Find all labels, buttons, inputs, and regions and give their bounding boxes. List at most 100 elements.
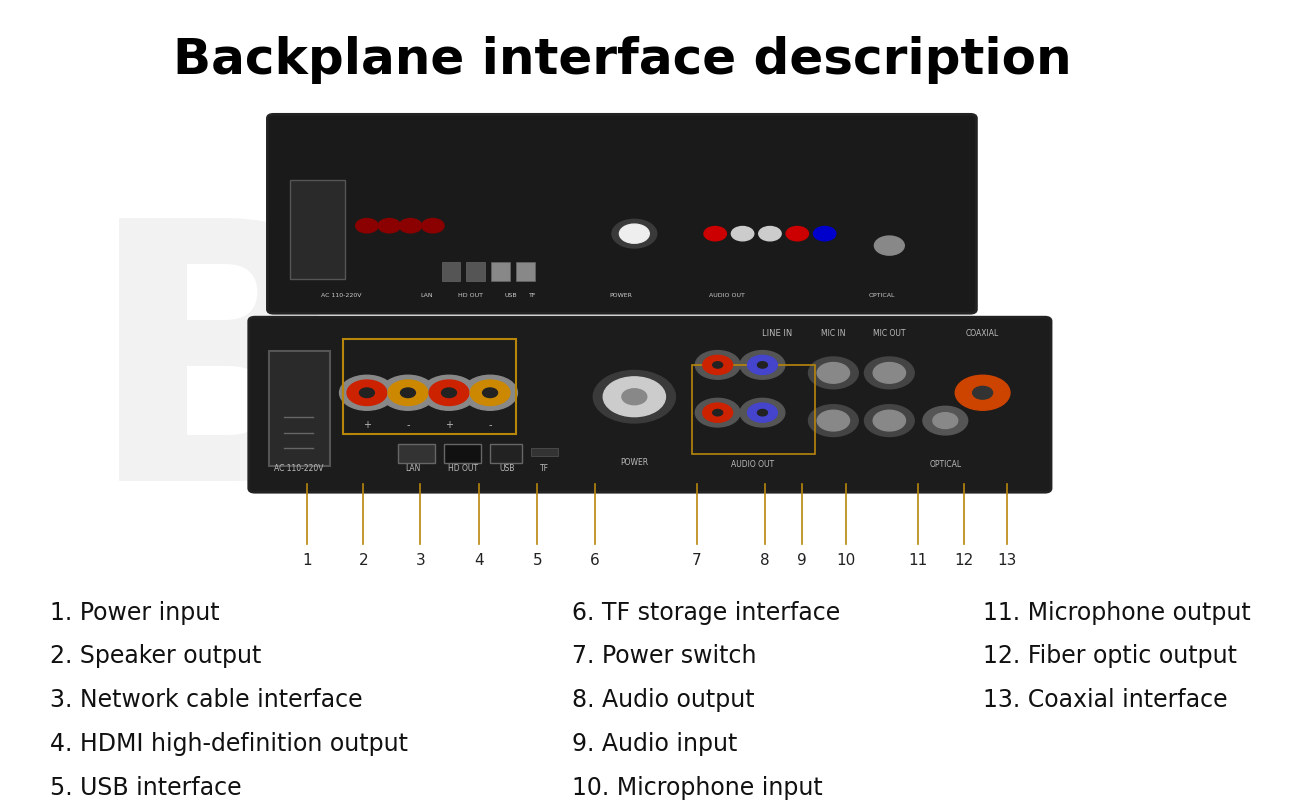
Circle shape: [732, 227, 754, 242]
Text: MIC OUT: MIC OUT: [874, 329, 906, 338]
Circle shape: [703, 356, 733, 375]
Text: 4. HDMI high-definition output: 4. HDMI high-definition output: [49, 731, 408, 755]
Text: USB: USB: [504, 292, 517, 297]
Text: 11: 11: [909, 552, 928, 568]
Circle shape: [471, 381, 510, 406]
Circle shape: [593, 371, 676, 423]
Text: 5: 5: [533, 552, 542, 568]
Circle shape: [421, 376, 476, 411]
Circle shape: [864, 406, 914, 437]
Text: +: +: [363, 419, 370, 430]
Text: Backplane interface description: Backplane interface description: [173, 36, 1071, 84]
Circle shape: [400, 389, 416, 398]
Text: 13: 13: [998, 552, 1017, 568]
Circle shape: [972, 387, 993, 400]
Circle shape: [747, 356, 777, 375]
Circle shape: [621, 389, 647, 406]
FancyBboxPatch shape: [445, 444, 481, 463]
Circle shape: [758, 410, 767, 416]
Text: POWER: POWER: [620, 458, 649, 467]
Text: USB: USB: [499, 463, 515, 472]
Circle shape: [740, 351, 785, 380]
Bar: [467, 263, 485, 282]
Text: 1: 1: [303, 552, 312, 568]
Circle shape: [786, 227, 809, 242]
FancyBboxPatch shape: [490, 444, 523, 463]
Text: 1. Power input: 1. Power input: [49, 600, 220, 624]
Circle shape: [482, 389, 498, 398]
Circle shape: [339, 376, 394, 411]
Text: 13. Coaxial interface: 13. Coaxial interface: [983, 687, 1227, 711]
Text: 3: 3: [416, 552, 425, 568]
Circle shape: [378, 219, 400, 234]
Circle shape: [747, 404, 777, 422]
Circle shape: [814, 227, 836, 242]
Text: LAN: LAN: [406, 463, 421, 472]
Circle shape: [442, 389, 456, 398]
Circle shape: [956, 376, 1010, 411]
Text: POWER: POWER: [610, 292, 632, 297]
Circle shape: [759, 227, 781, 242]
Text: 9: 9: [797, 552, 807, 568]
Circle shape: [347, 381, 387, 406]
Text: 12: 12: [954, 552, 974, 568]
FancyBboxPatch shape: [290, 181, 344, 279]
Circle shape: [874, 363, 906, 384]
Text: -: -: [406, 419, 410, 430]
Text: 11. Microphone output: 11. Microphone output: [983, 600, 1251, 624]
Circle shape: [712, 362, 723, 369]
Text: AC 110-220V: AC 110-220V: [321, 292, 361, 297]
Circle shape: [809, 357, 858, 389]
Text: 8: 8: [760, 552, 770, 568]
Text: AUDIO OUT: AUDIO OUT: [731, 459, 773, 468]
Text: TF: TF: [529, 292, 536, 297]
FancyBboxPatch shape: [248, 318, 1050, 492]
Circle shape: [421, 219, 445, 234]
Text: 3. Network cable interface: 3. Network cable interface: [49, 687, 363, 711]
Circle shape: [619, 225, 649, 244]
Text: OPTICAL: OPTICAL: [930, 459, 962, 468]
Circle shape: [864, 357, 914, 389]
Text: +: +: [445, 419, 452, 430]
Circle shape: [612, 220, 656, 249]
Text: -: -: [489, 419, 491, 430]
Text: LINE IN: LINE IN: [762, 329, 793, 338]
Circle shape: [389, 381, 428, 406]
Text: AC 110-220V: AC 110-220V: [273, 463, 324, 472]
Text: 9. Audio input: 9. Audio input: [572, 731, 737, 755]
Circle shape: [703, 404, 733, 422]
Circle shape: [874, 411, 906, 431]
Bar: [516, 263, 534, 282]
Circle shape: [696, 351, 740, 380]
Circle shape: [705, 227, 727, 242]
Text: AUDIO OUT: AUDIO OUT: [708, 292, 745, 297]
Text: B: B: [86, 207, 361, 556]
Circle shape: [712, 410, 723, 416]
Circle shape: [818, 411, 849, 431]
Text: HD OUT: HD OUT: [447, 463, 477, 472]
Text: 6. TF storage interface: 6. TF storage interface: [572, 600, 840, 624]
Text: 6: 6: [590, 552, 599, 568]
Text: 8. Audio output: 8. Audio output: [572, 687, 755, 711]
Circle shape: [933, 413, 958, 429]
Text: 5. USB interface: 5. USB interface: [49, 775, 242, 799]
Circle shape: [429, 381, 469, 406]
FancyBboxPatch shape: [269, 352, 330, 467]
FancyBboxPatch shape: [398, 444, 436, 463]
Text: COAXIAL: COAXIAL: [966, 329, 1000, 338]
Circle shape: [809, 406, 858, 437]
Bar: [491, 263, 510, 282]
FancyBboxPatch shape: [268, 115, 976, 314]
Text: 7. Power switch: 7. Power switch: [572, 643, 757, 667]
Circle shape: [463, 376, 517, 411]
Text: 10. Microphone input: 10. Microphone input: [572, 775, 823, 799]
Circle shape: [696, 399, 740, 427]
Circle shape: [740, 399, 785, 427]
Bar: [442, 263, 460, 282]
Text: TF: TF: [541, 463, 550, 472]
Circle shape: [923, 407, 967, 435]
Circle shape: [758, 362, 767, 369]
Text: 2. Speaker output: 2. Speaker output: [49, 643, 261, 667]
Circle shape: [381, 376, 436, 411]
Text: HD OUT: HD OUT: [458, 292, 482, 297]
